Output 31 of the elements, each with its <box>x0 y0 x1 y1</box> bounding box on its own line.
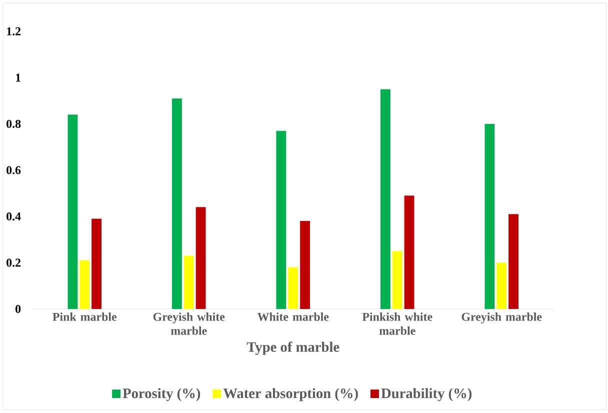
bar <box>172 98 182 310</box>
y-tick-label: 0 <box>16 305 21 314</box>
y-tick-label: 1 <box>16 74 20 82</box>
y-tick-label: 1.2 <box>7 28 21 36</box>
y-tick-label: 0.8 <box>6 120 21 128</box>
bar <box>288 268 298 310</box>
x-tick-label: Pink marble <box>52 312 117 322</box>
bar <box>404 196 414 310</box>
x-tick-label: Greyish white marble <box>153 312 225 336</box>
legend-label: Water absorption (%) <box>223 388 358 402</box>
bar <box>300 221 310 310</box>
bar <box>392 251 402 310</box>
x-tick-label: Pinkish white marble <box>362 312 432 336</box>
legend-label: Durability (%) <box>381 388 472 402</box>
bar <box>380 89 390 310</box>
bar <box>184 256 194 310</box>
x-tick-label: White marble <box>257 312 329 322</box>
legend-label: Porosity (%) <box>122 388 200 402</box>
y-tick-label: 0.6 <box>6 166 21 174</box>
bar <box>276 131 286 310</box>
y-tick-label: 0.4 <box>6 212 21 221</box>
bar <box>196 207 206 310</box>
bar <box>80 260 90 310</box>
bar <box>508 214 518 310</box>
bar <box>484 124 495 310</box>
x-axis-title: Type of marble <box>246 342 340 356</box>
bar <box>496 262 507 310</box>
x-tick-label: Greyish marble <box>462 312 542 324</box>
bar <box>68 114 78 310</box>
bar <box>92 218 102 310</box>
y-tick-label: 0.2 <box>6 258 21 267</box>
